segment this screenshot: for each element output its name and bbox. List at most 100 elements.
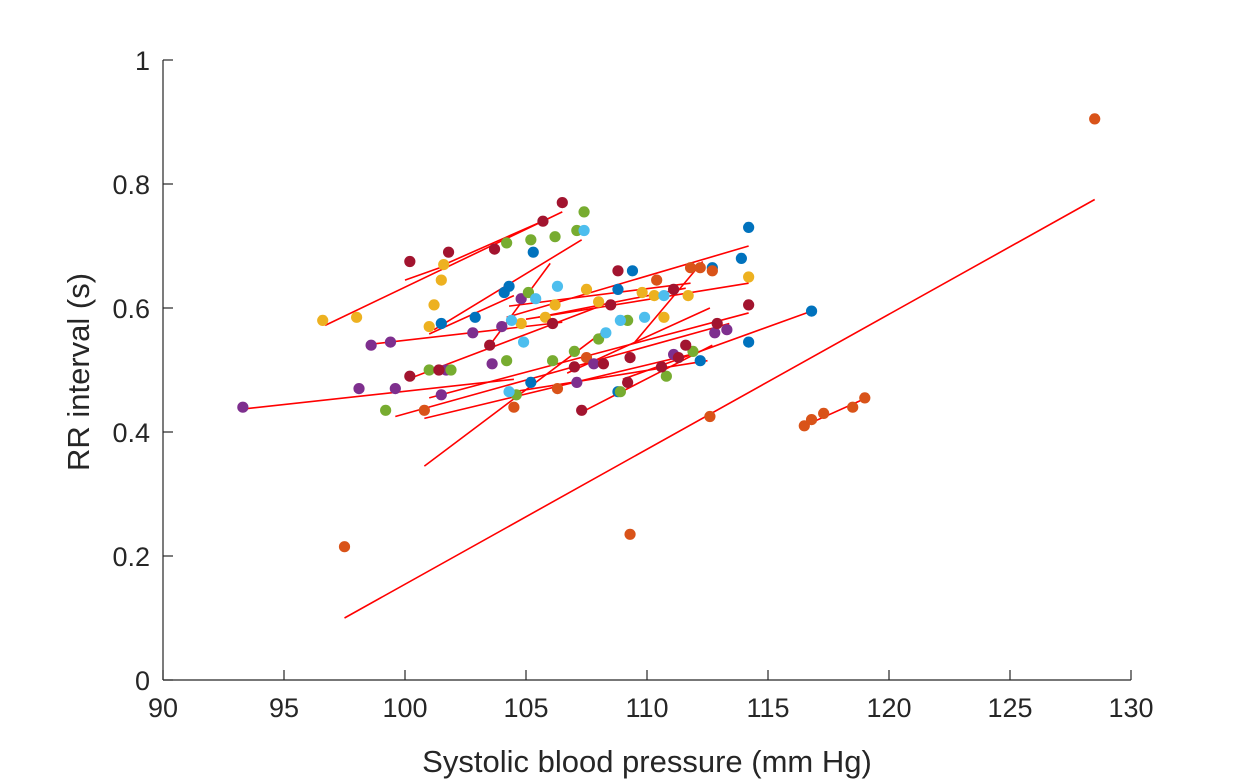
- data-points: [237, 113, 1101, 553]
- x-tick-label: 125: [987, 693, 1032, 723]
- data-point-yellow: [580, 283, 593, 295]
- regression-line: [513, 359, 708, 393]
- data-point-orange: [847, 401, 859, 413]
- y-tick-label: 0.4: [112, 418, 150, 448]
- data-point-yellow: [515, 317, 527, 330]
- data-point-blue: [743, 336, 755, 348]
- data-point-blue: [694, 355, 706, 367]
- data-point-blue: [735, 252, 747, 264]
- data-point-blue: [435, 317, 447, 330]
- data-point-green: [593, 333, 605, 345]
- data-point-darkred: [743, 299, 755, 311]
- data-point-yellow: [351, 311, 363, 323]
- y-tick-label: 0.6: [112, 294, 150, 324]
- x-tick-label: 100: [382, 693, 427, 723]
- data-point-purple: [365, 339, 377, 351]
- data-point-cyan: [505, 314, 518, 326]
- data-point-darkred: [556, 197, 568, 209]
- data-point-darkred: [672, 352, 685, 364]
- data-point-purple: [515, 293, 527, 305]
- data-point-darkred: [488, 243, 501, 255]
- data-point-darkred: [484, 339, 496, 351]
- data-point-yellow: [636, 286, 648, 299]
- data-point-orange: [624, 528, 636, 540]
- data-point-darkred: [680, 339, 692, 351]
- data-point-yellow: [539, 311, 551, 323]
- regression-line: [578, 344, 713, 415]
- data-point-yellow: [658, 311, 670, 323]
- y-tick-label: 0.2: [112, 542, 150, 572]
- data-point-darkred: [605, 299, 617, 311]
- y-tick-label: 0.8: [112, 170, 150, 200]
- x-tick-label: 130: [1108, 693, 1153, 723]
- data-point-darkred: [404, 370, 416, 382]
- data-point-yellow: [549, 299, 561, 311]
- data-point-orange: [551, 383, 564, 395]
- data-point-darkred: [655, 361, 668, 373]
- data-point-darkred: [442, 246, 455, 258]
- regression-line: [440, 219, 546, 267]
- data-point-purple: [467, 327, 479, 339]
- data-point-green: [547, 355, 559, 367]
- data-point-purple: [237, 401, 249, 413]
- data-point-orange: [798, 420, 810, 432]
- data-point-cyan: [517, 336, 530, 348]
- data-point-purple: [353, 383, 365, 395]
- data-point-purple: [486, 358, 498, 370]
- data-point-darkred: [624, 352, 636, 364]
- regression-line: [344, 198, 1096, 619]
- x-tick-label: 95: [269, 693, 299, 723]
- data-point-blue: [626, 265, 639, 277]
- data-point-green: [501, 355, 513, 367]
- data-point-yellow: [423, 321, 435, 333]
- data-point-green: [501, 237, 513, 249]
- y-tick-label: 1: [135, 46, 150, 76]
- data-point-darkred: [568, 361, 581, 373]
- data-point-orange: [859, 392, 871, 404]
- data-point-purple: [588, 358, 600, 370]
- data-point-orange: [704, 410, 716, 423]
- y-axis-label: RR interval (s): [61, 273, 96, 471]
- data-point-yellow: [593, 296, 605, 308]
- data-point-blue: [469, 311, 481, 323]
- data-point-orange: [805, 414, 818, 426]
- x-tick-label: 120: [866, 693, 911, 723]
- regression-line: [506, 245, 749, 319]
- data-point-yellow: [435, 274, 447, 286]
- data-point-cyan: [503, 386, 515, 398]
- data-point-green: [522, 286, 535, 299]
- data-point-blue: [527, 246, 539, 258]
- data-point-yellow: [682, 290, 694, 302]
- data-point-darkred: [597, 358, 610, 370]
- data-point-darkred: [547, 317, 559, 330]
- data-point-orange: [418, 404, 430, 416]
- regression-line: [634, 260, 704, 343]
- data-point-green: [423, 364, 435, 376]
- regression-line: [242, 378, 514, 410]
- data-point-darkred: [711, 317, 723, 330]
- data-point-cyan: [600, 327, 612, 339]
- data-point-orange: [338, 541, 351, 553]
- data-point-blue: [503, 280, 515, 292]
- data-point-orange: [651, 274, 663, 286]
- x-tick-label: 110: [625, 693, 668, 723]
- data-point-green: [687, 345, 699, 357]
- data-point-cyan: [578, 224, 590, 237]
- x-tick-label: 90: [148, 693, 178, 723]
- data-point-blue: [612, 283, 624, 295]
- data-point-green: [660, 370, 672, 382]
- data-point-darkred: [404, 255, 416, 268]
- data-point-darkred: [433, 364, 445, 376]
- data-point-yellow: [648, 290, 660, 302]
- data-point-darkred: [612, 265, 624, 277]
- data-point-cyan: [658, 290, 670, 302]
- regression-line: [622, 310, 812, 381]
- data-point-purple: [496, 321, 508, 333]
- data-point-purple: [571, 376, 583, 388]
- data-point-purple: [709, 327, 721, 339]
- data-point-orange: [508, 401, 520, 413]
- x-axis-label: Systolic blood pressure (mm Hg): [422, 744, 872, 779]
- data-point-orange: [706, 265, 718, 277]
